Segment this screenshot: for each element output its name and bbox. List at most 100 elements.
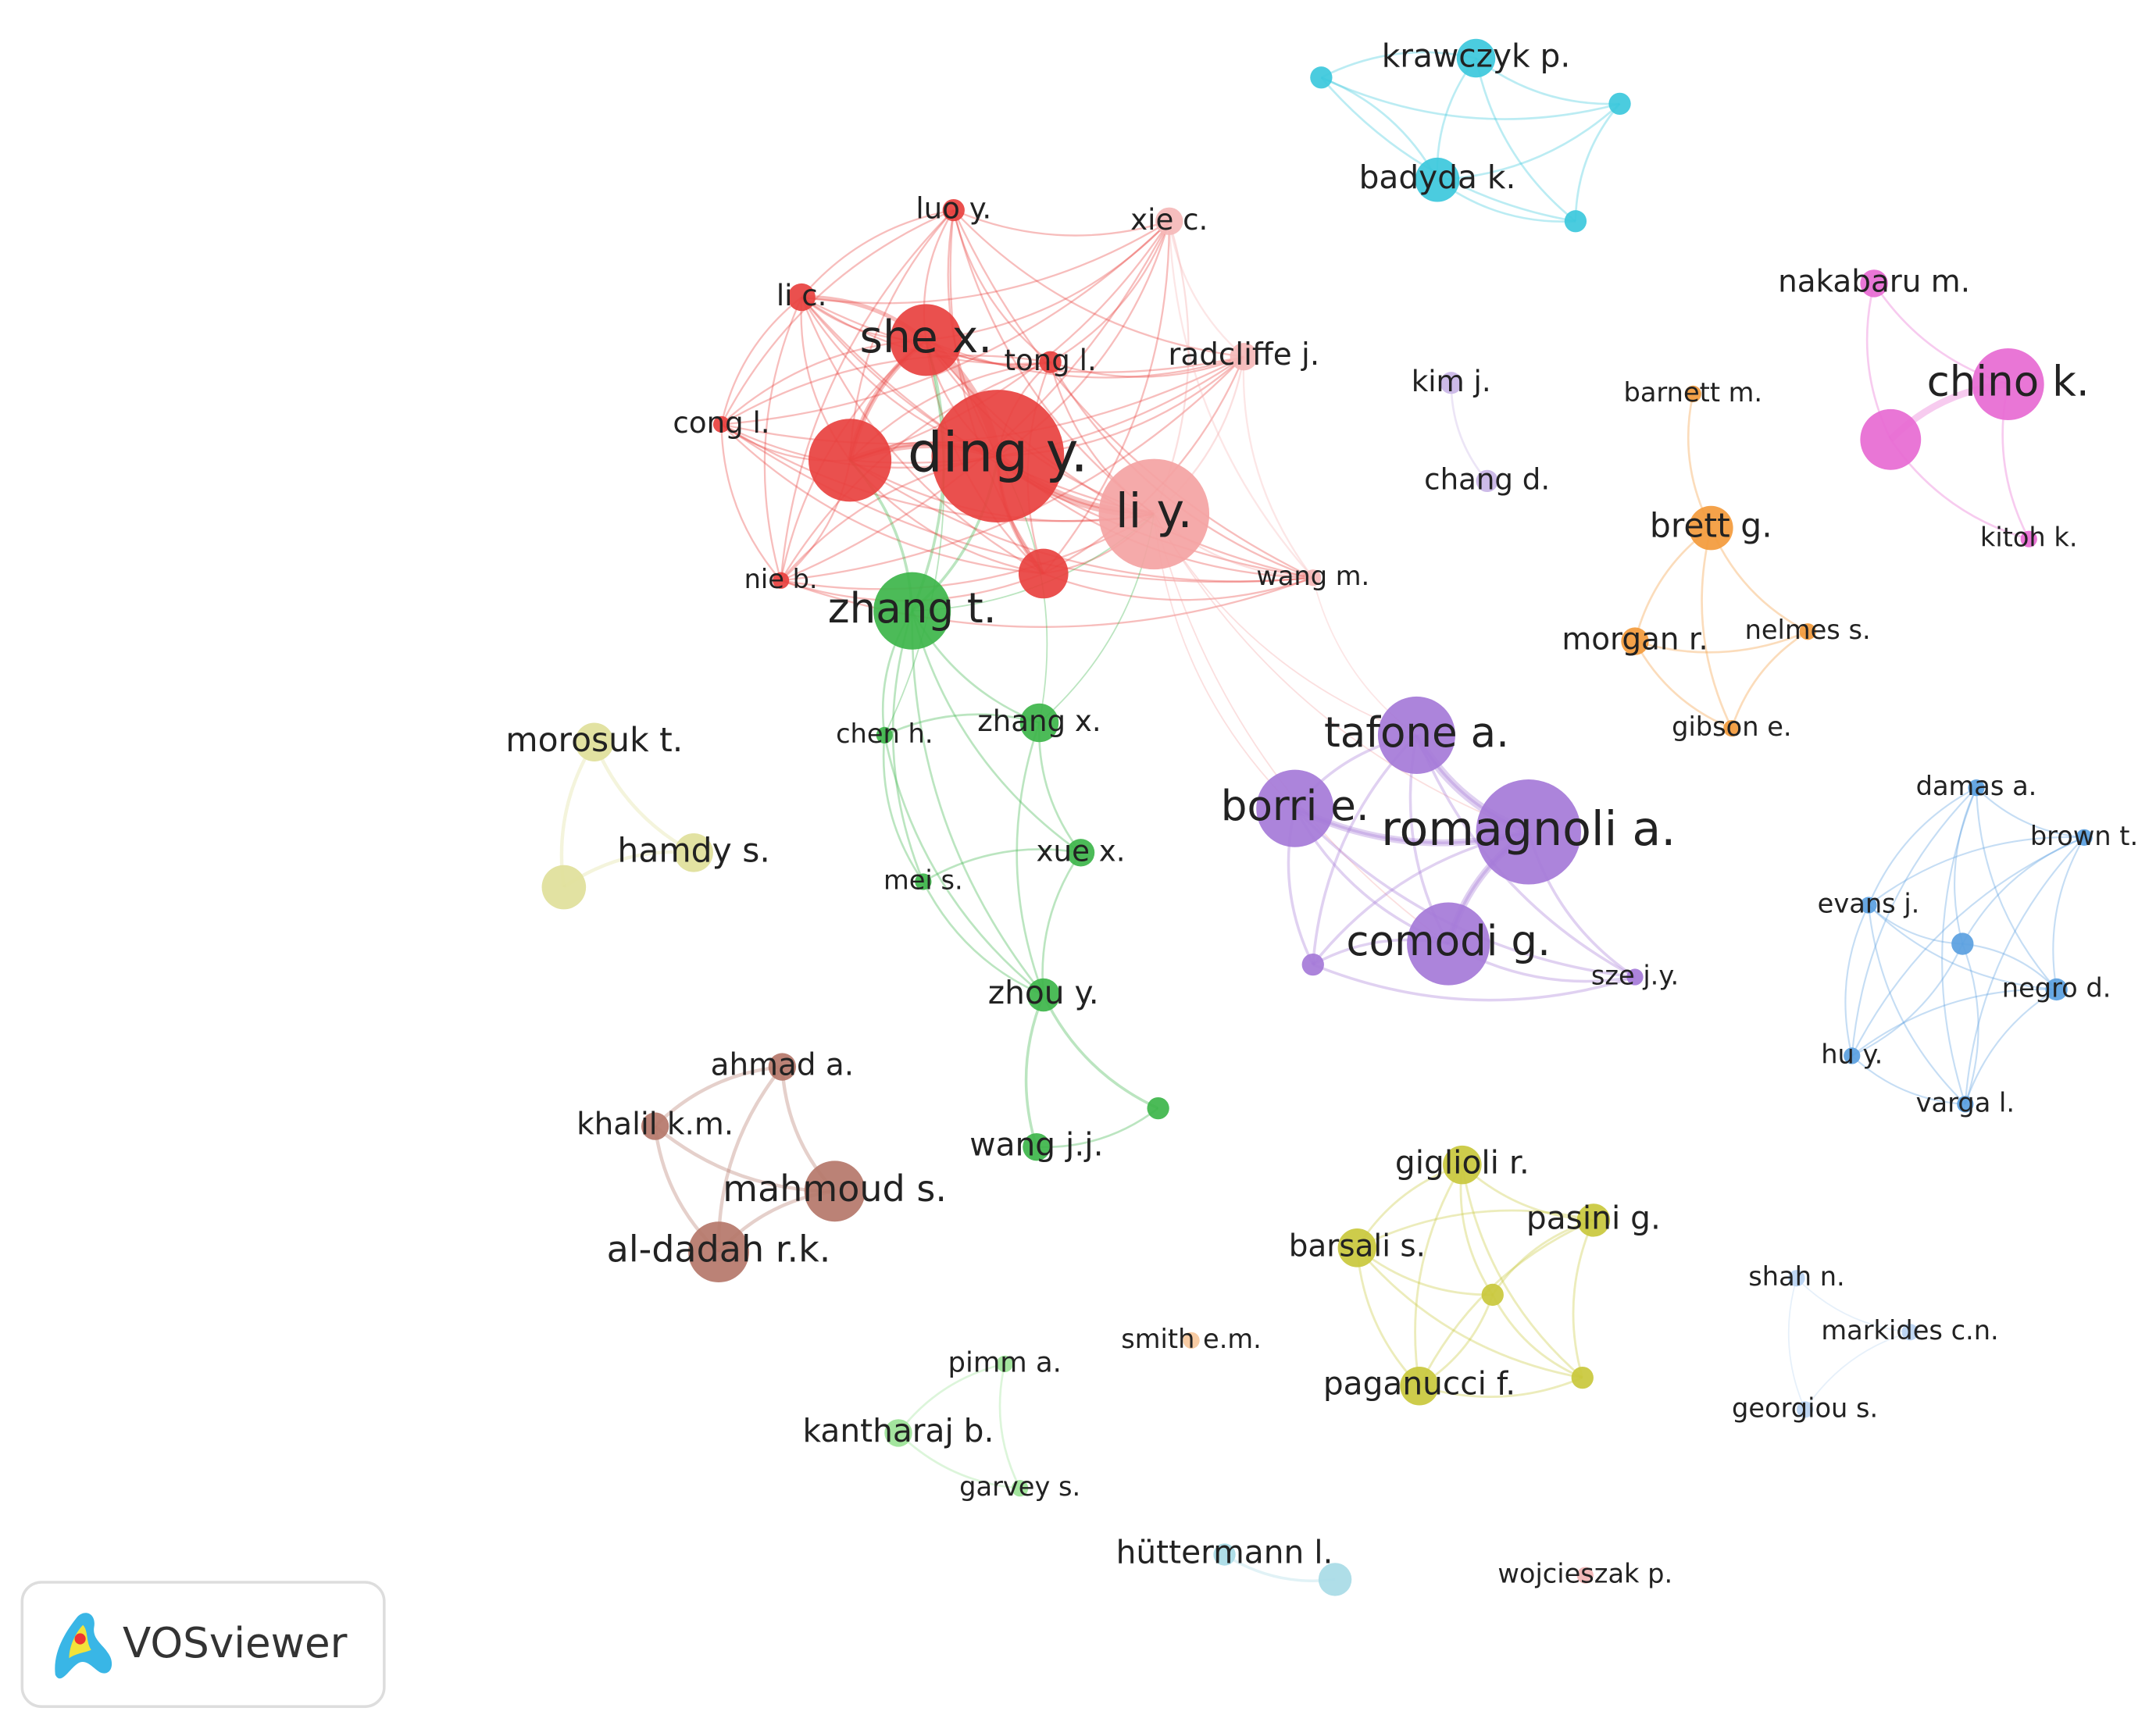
- node-label: gibson e.: [1672, 711, 1791, 742]
- node: [1689, 505, 1733, 551]
- edge: [1961, 836, 2085, 945]
- edge: [1168, 221, 1245, 358]
- edge: [1975, 787, 2058, 990]
- node: [2076, 829, 2093, 846]
- edge: [1844, 904, 1869, 1057]
- node: [1337, 1228, 1377, 1268]
- node: [1098, 458, 1210, 570]
- node: [1972, 348, 2044, 421]
- edge: [1320, 77, 1620, 120]
- edge: [1041, 852, 1082, 996]
- edge: [801, 296, 1244, 373]
- node: [1576, 1567, 1594, 1584]
- node: [931, 390, 1065, 522]
- edge: [1050, 220, 1170, 363]
- edge: [1851, 1055, 1965, 1105]
- edge: [1312, 963, 1636, 1002]
- edge: [1851, 836, 2085, 1057]
- edge: [998, 1364, 1021, 1489]
- edge: [1042, 221, 1170, 575]
- edge: [926, 220, 1170, 341]
- node-label: morgan r.: [1562, 622, 1708, 658]
- node: [1684, 385, 1701, 403]
- edge: [1868, 836, 2085, 906]
- node: [1860, 897, 1877, 914]
- nodes: [541, 38, 2093, 1596]
- edge: [1050, 355, 1244, 378]
- node: [1621, 627, 1649, 655]
- logo-text: VOSviewer: [123, 1619, 348, 1667]
- edge: [925, 339, 1314, 579]
- node-label: brown t.: [2030, 821, 2138, 851]
- edge: [1042, 994, 1159, 1110]
- node: [1400, 1366, 1439, 1406]
- node-label: hamdy s.: [617, 832, 769, 870]
- node-label: barnett m.: [1624, 377, 1763, 408]
- edge: [1868, 786, 1977, 906]
- edge: [1634, 630, 1808, 654]
- edge: [1418, 1219, 1594, 1387]
- node-label: mahmoud s.: [723, 1168, 947, 1210]
- node: [1155, 207, 1183, 235]
- edge: [898, 1432, 1020, 1489]
- node-label: cong l.: [673, 406, 769, 440]
- edge: [1320, 77, 1576, 223]
- node: [1377, 696, 1455, 774]
- node-label: wang m.: [1256, 561, 1369, 591]
- edge: [1851, 786, 1977, 1056]
- node: [1305, 569, 1322, 587]
- node: [2020, 530, 2037, 547]
- node: [1256, 769, 1334, 847]
- edge: [883, 713, 1040, 736]
- node: [1860, 408, 1922, 470]
- node: [674, 833, 713, 872]
- node-label: mei s.: [883, 865, 963, 895]
- node: [688, 1221, 749, 1283]
- node: [1957, 1096, 1974, 1113]
- node-label: badyda k.: [1359, 159, 1516, 196]
- node-label: ahmad a.: [711, 1048, 855, 1083]
- node: [1310, 66, 1333, 89]
- node: [1066, 839, 1095, 867]
- edge: [1964, 989, 2058, 1105]
- node-label: nelmes s.: [1745, 615, 1871, 645]
- edge: [1961, 943, 1979, 1105]
- node: [942, 198, 965, 222]
- edge: [952, 209, 1051, 363]
- node-label: wojcieszak p.: [1497, 1559, 1672, 1589]
- edge: [654, 1064, 783, 1128]
- labels: luo y. li c. she x. tong l. cong l. ding y. ni…: [505, 37, 2138, 1589]
- edge: [720, 424, 782, 582]
- edge: [1572, 1219, 1595, 1378]
- edge: [1356, 1209, 1594, 1250]
- edge: [720, 209, 955, 425]
- node-label: markides c.n.: [1821, 1315, 1998, 1346]
- node-label: chang d.: [1424, 462, 1550, 496]
- edge: [1153, 513, 1530, 833]
- node: [1476, 779, 1581, 885]
- edge: [780, 576, 1314, 628]
- node: [1723, 719, 1740, 737]
- node-label: kim j.: [1412, 365, 1491, 398]
- node-label: she x.: [860, 312, 993, 363]
- edge: [1964, 836, 2085, 1104]
- node-label: hu y.: [1821, 1039, 1883, 1069]
- edge: [720, 423, 1155, 522]
- node: [1440, 372, 1462, 394]
- node: [808, 419, 892, 502]
- node-label: li c.: [776, 279, 827, 312]
- node: [1860, 269, 1888, 298]
- node: [1626, 968, 1644, 986]
- edge: [1701, 527, 1733, 729]
- node-label: luo y.: [916, 192, 991, 226]
- node: [1608, 92, 1631, 116]
- edge: [1356, 1246, 1583, 1379]
- edge: [1461, 1164, 1583, 1379]
- node-label: kantharaj b.: [803, 1412, 994, 1449]
- node-label: damas a.: [1916, 771, 2037, 801]
- edge: [720, 423, 1044, 575]
- node: [915, 873, 932, 890]
- edge: [1796, 1278, 1911, 1333]
- node-label: khalil k.m.: [576, 1107, 734, 1143]
- edge: [1450, 383, 1488, 482]
